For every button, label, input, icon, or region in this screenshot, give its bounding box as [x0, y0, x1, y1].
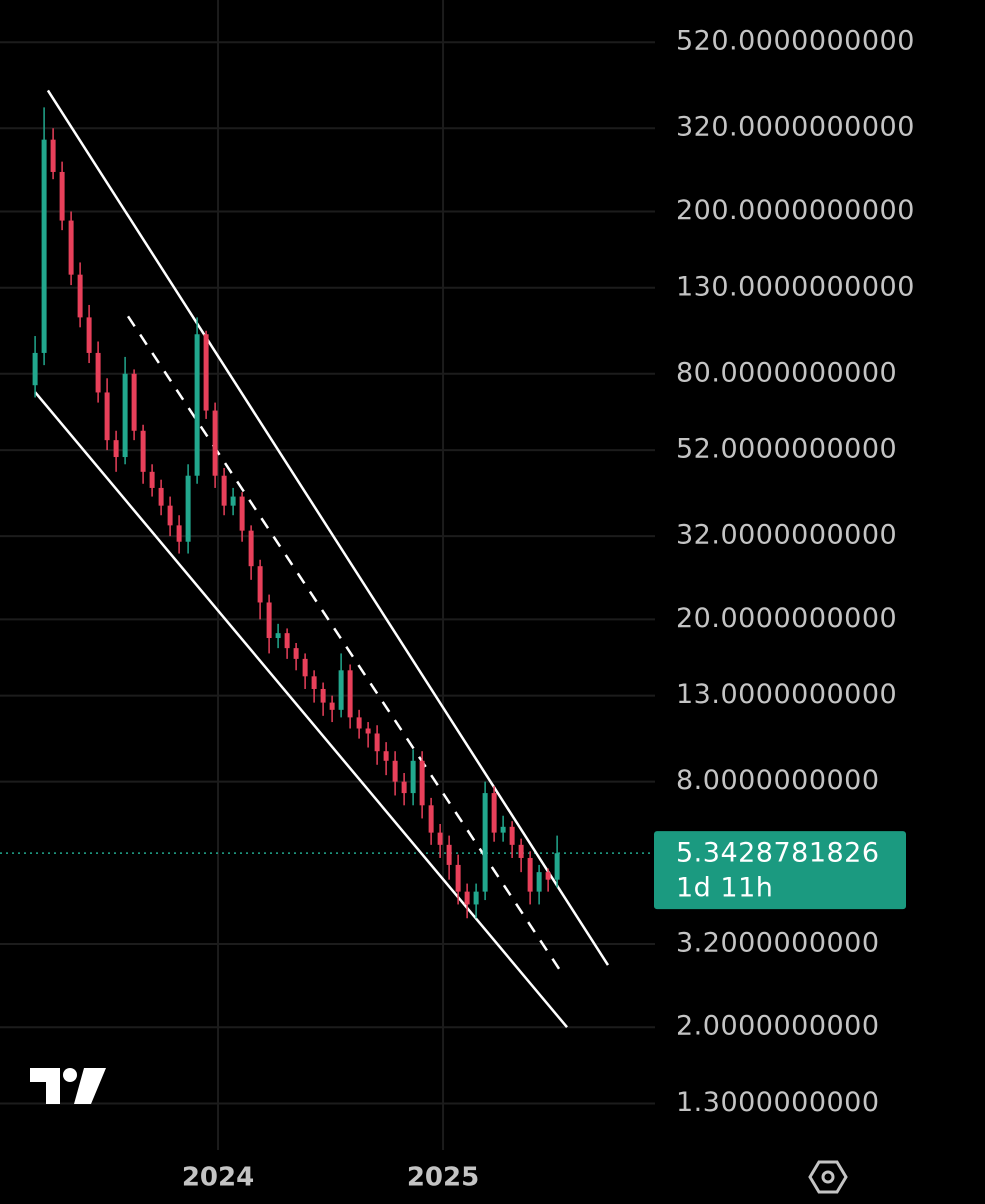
y-tick-label: 320.0000000000 — [676, 112, 915, 143]
candle-body — [482, 793, 488, 892]
candle-body — [509, 826, 515, 845]
candle-body — [320, 688, 326, 703]
candle-body — [491, 793, 497, 833]
candle-body — [464, 891, 470, 905]
channel-line — [34, 391, 568, 1029]
candle-body — [50, 139, 56, 172]
candle-body — [104, 392, 110, 441]
candle-body — [167, 505, 173, 526]
candle-body — [212, 410, 218, 476]
candle-body — [248, 530, 254, 567]
candle-body — [86, 317, 92, 353]
candle-body — [176, 525, 182, 542]
logo-shape — [74, 1068, 106, 1104]
y-tick-label: 80.0000000000 — [676, 357, 897, 388]
candle-body — [41, 139, 47, 353]
candle-body — [446, 844, 452, 865]
candle-body — [203, 334, 209, 411]
candle-body — [311, 676, 317, 689]
countdown-label: 1d 11h — [676, 873, 773, 904]
candle-body — [500, 826, 506, 833]
candle-body — [122, 373, 128, 458]
x-tick-label: 2025 — [407, 1163, 479, 1193]
candle-body — [293, 648, 299, 659]
y-tick-label: 20.0000000000 — [676, 603, 897, 634]
x-tick-label: 2024 — [182, 1163, 254, 1193]
candle-body — [518, 844, 524, 858]
candle-body — [32, 352, 38, 386]
candle-body — [158, 487, 164, 506]
candle-body — [527, 857, 533, 892]
candle-body — [95, 352, 101, 393]
candle-body — [329, 702, 335, 710]
candle-body — [419, 760, 425, 806]
y-tick-label: 52.0000000000 — [676, 434, 897, 465]
candle-body — [59, 171, 65, 221]
candle-body — [347, 670, 353, 718]
candle-body — [401, 781, 407, 794]
candle-body — [356, 717, 362, 729]
candle-body — [428, 805, 434, 833]
candle-body — [266, 602, 272, 639]
candle-body — [473, 891, 479, 905]
candle-body — [185, 475, 191, 542]
settings-icon[interactable] — [808, 1160, 848, 1194]
labels: 520.0000000000 320.0000000000 200.00000000… — [182, 26, 915, 1193]
y-tick-label: 2.0000000000 — [676, 1011, 880, 1042]
candle-body — [230, 496, 236, 506]
candle-body — [113, 440, 119, 458]
candle-body — [140, 430, 146, 472]
candles — [32, 107, 560, 919]
candle-body — [221, 475, 227, 506]
candle-body — [257, 566, 263, 603]
candle-body — [455, 864, 461, 892]
candle-body — [383, 751, 389, 761]
y-tick-label: 200.0000000000 — [676, 195, 915, 226]
channel — [34, 89, 610, 1029]
logo-shape — [63, 1068, 77, 1082]
candle-body — [374, 733, 380, 752]
settings-button[interactable] — [808, 1160, 848, 1194]
candle-body — [410, 760, 416, 794]
grid — [0, 0, 655, 1150]
candle-body — [338, 670, 344, 710]
y-tick-label: 3.2000000000 — [676, 927, 880, 958]
y-tick-label: 520.0000000000 — [676, 26, 915, 57]
y-tick-label: 130.0000000000 — [676, 271, 915, 302]
candle-body — [437, 832, 443, 845]
price-badge — [654, 831, 906, 910]
candle-body — [545, 872, 551, 880]
logo-shape — [30, 1068, 60, 1104]
candle-body — [194, 334, 200, 476]
candle-body — [284, 633, 290, 649]
y-tick-label: 1.3000000000 — [676, 1087, 880, 1118]
price-label: 5.3428781826 — [676, 838, 880, 869]
candle-body — [554, 853, 560, 880]
candle-body — [239, 496, 245, 531]
settings-icon[interactable] — [821, 1170, 835, 1184]
candle-body — [149, 471, 155, 488]
candle-body — [365, 728, 371, 734]
channel-line — [46, 89, 610, 966]
candle-body — [536, 872, 542, 892]
candle-body — [68, 220, 74, 275]
candle-body — [131, 373, 137, 431]
logo — [30, 1068, 106, 1104]
y-tick-label: 13.0000000000 — [676, 679, 897, 710]
y-tick-label: 32.0000000000 — [676, 520, 897, 551]
y-tick-label: 8.0000000000 — [676, 765, 880, 796]
candle-body — [302, 658, 308, 677]
candle-body — [392, 760, 398, 782]
candle-body — [275, 633, 281, 639]
candle-body — [77, 274, 83, 318]
